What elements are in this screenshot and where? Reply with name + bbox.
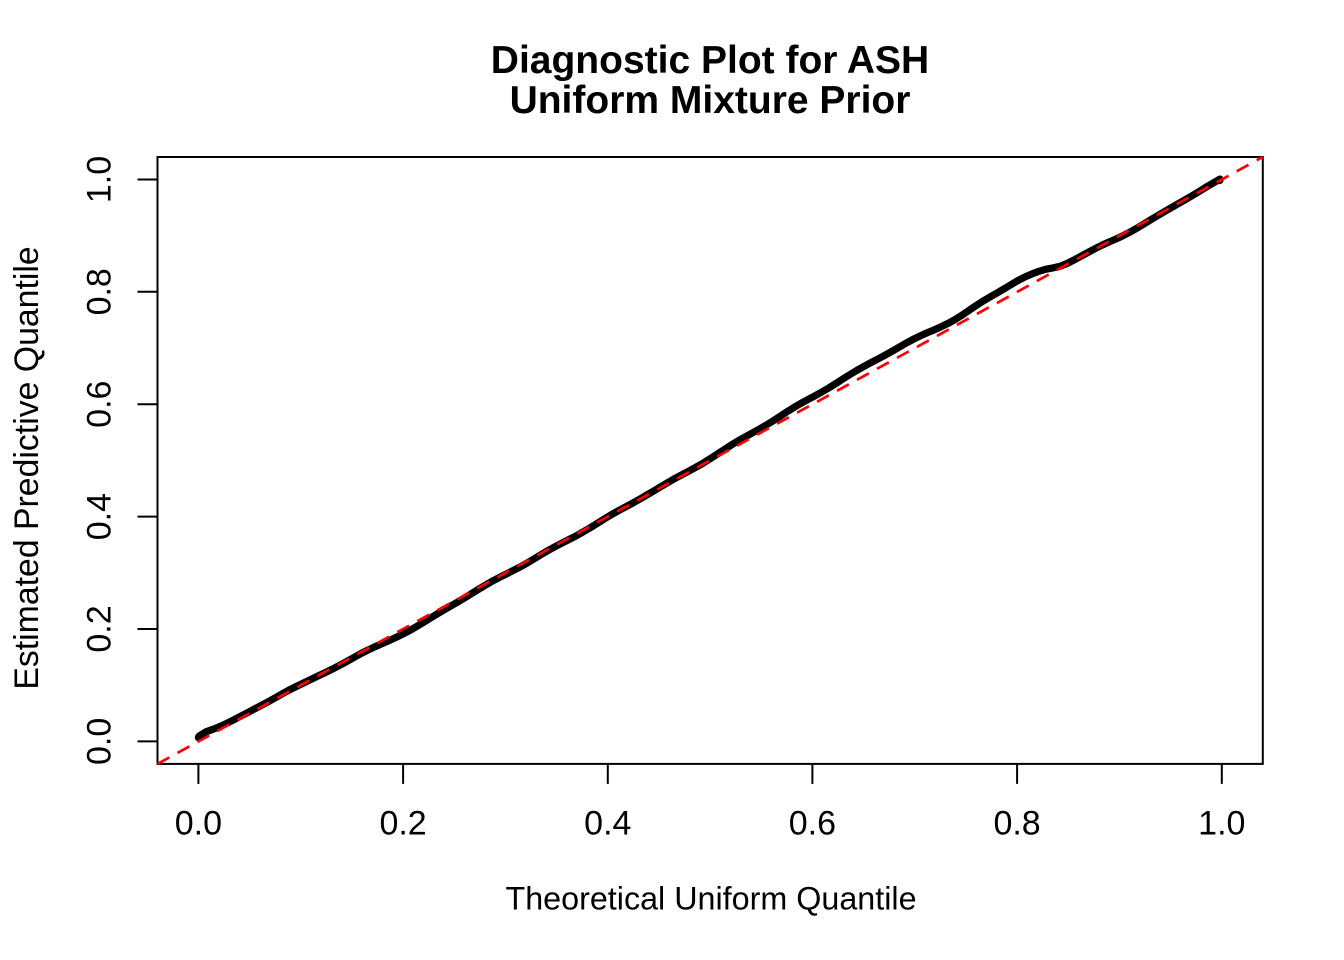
svg-text:Diagnostic Plot for ASH: Diagnostic Plot for ASH [491,39,929,82]
svg-text:0.2: 0.2 [379,805,426,843]
svg-text:0.2: 0.2 [81,605,119,652]
svg-text:0.8: 0.8 [81,268,119,315]
svg-text:0.0: 0.0 [81,718,119,765]
svg-text:0.4: 0.4 [81,493,119,540]
svg-text:0.4: 0.4 [584,805,631,843]
svg-text:0.6: 0.6 [789,805,836,843]
svg-text:0.6: 0.6 [81,381,119,428]
svg-text:Estimated Predictive Quantile: Estimated Predictive Quantile [8,246,46,689]
svg-text:0.8: 0.8 [993,805,1040,843]
svg-text:Uniform Mixture Prior: Uniform Mixture Prior [510,79,911,122]
svg-text:1.0: 1.0 [81,156,119,203]
svg-text:Theoretical Uniform Quantile: Theoretical Uniform Quantile [505,881,916,917]
svg-text:0.0: 0.0 [175,805,222,843]
svg-text:1.0: 1.0 [1198,805,1245,843]
